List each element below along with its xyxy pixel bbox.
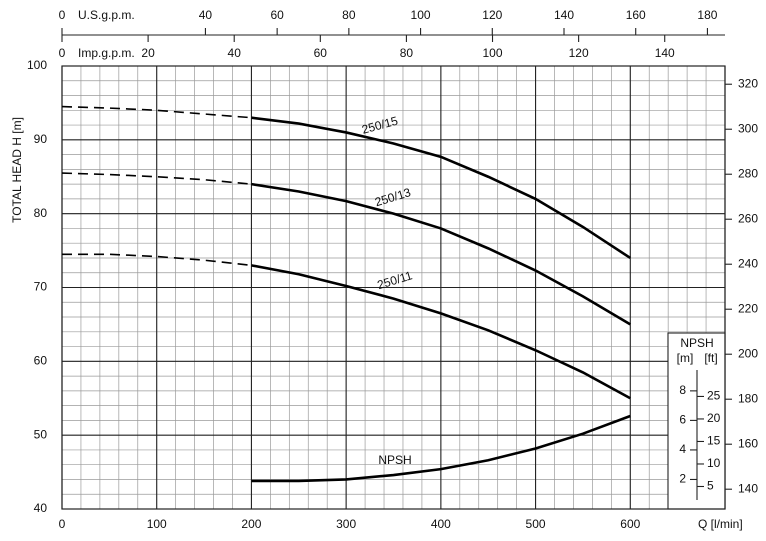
npsh-ft-label: 25 [707, 389, 721, 403]
y2-tick-label: 220 [738, 301, 758, 315]
y2-tick-label: 180 [738, 391, 758, 405]
top-tick-label: 40 [199, 8, 213, 22]
top-tick-label: 60 [270, 8, 284, 22]
npsh-ft-label: 15 [707, 434, 721, 448]
curve [251, 182, 631, 326]
curve [251, 264, 631, 400]
top-tick-label: 180 [697, 8, 717, 22]
x-tick-label: 100 [147, 517, 167, 531]
curve-label: 250/13 [373, 185, 413, 209]
top-tick-label: 80 [342, 8, 356, 22]
x-tick-label: 0 [59, 517, 66, 531]
top-tick-label: 160 [626, 8, 646, 22]
top-axis-label: U.S.g.p.m. [78, 8, 135, 22]
y2-tick-label: 300 [738, 121, 758, 135]
y-axis-label: TOTAL HEAD H [m] [10, 117, 24, 223]
npsh-ft-label: 20 [707, 411, 721, 425]
curve-label: 250/11 [376, 268, 415, 292]
x-tick-label: 500 [526, 517, 546, 531]
y-tick-label: 50 [34, 427, 48, 441]
npsh-ft-label: 10 [707, 456, 721, 470]
npsh-unit-ft: [ft] [704, 351, 717, 365]
top-tick-label: 0 [59, 8, 66, 22]
x-tick-label: 400 [431, 517, 451, 531]
x-tick-label: 300 [336, 517, 356, 531]
y2-tick-label: 320 [738, 76, 758, 90]
y-tick-label: 80 [34, 206, 48, 220]
y-tick-label: 70 [34, 280, 48, 294]
y2-tick-label: 260 [738, 211, 758, 225]
top-tick-label: 100 [483, 46, 503, 60]
y2-tick-label: 140 [738, 481, 758, 495]
x-axis-label: Q [l/min] [698, 517, 743, 531]
y-tick-label: 40 [34, 501, 48, 515]
y2-tick-label: 280 [738, 166, 758, 180]
npsh-m-label: 6 [679, 413, 686, 427]
y-tick-label: 100 [27, 58, 47, 72]
plot-frame [61, 65, 726, 510]
npsh-m-label: 2 [679, 472, 686, 486]
top-tick-label: 80 [400, 46, 414, 60]
curve [251, 414, 631, 483]
top-tick-label: 140 [554, 8, 574, 22]
top-tick-label: 100 [411, 8, 431, 22]
npsh-ft-label: 5 [707, 479, 714, 493]
top-axis-label: Imp.g.p.m. [78, 46, 135, 60]
curve-label: NPSH [378, 453, 411, 467]
top-tick-label: 140 [655, 46, 675, 60]
npsh-m-label: 4 [679, 442, 686, 456]
top-tick-label: 120 [482, 8, 502, 22]
curve-label: 250/15 [360, 114, 399, 137]
x-tick-label: 600 [620, 517, 640, 531]
y2-tick-label: 200 [738, 346, 758, 360]
top-tick-label: 20 [141, 46, 155, 60]
npsh-title: NPSH [680, 336, 713, 350]
y-tick-label: 60 [34, 354, 48, 368]
top-tick-label: 60 [314, 46, 328, 60]
top-tick-label: 120 [569, 46, 589, 60]
top-tick-label: 40 [228, 46, 242, 60]
y-tick-label: 90 [34, 132, 48, 146]
curve [251, 116, 631, 260]
npsh-m-label: 8 [679, 383, 686, 397]
npsh-unit-m: [m] [677, 351, 694, 365]
y2-tick-label: 160 [738, 436, 758, 450]
y2-tick-label: 240 [738, 256, 758, 270]
top-tick-label: 0 [59, 46, 66, 60]
x-tick-label: 200 [241, 517, 261, 531]
